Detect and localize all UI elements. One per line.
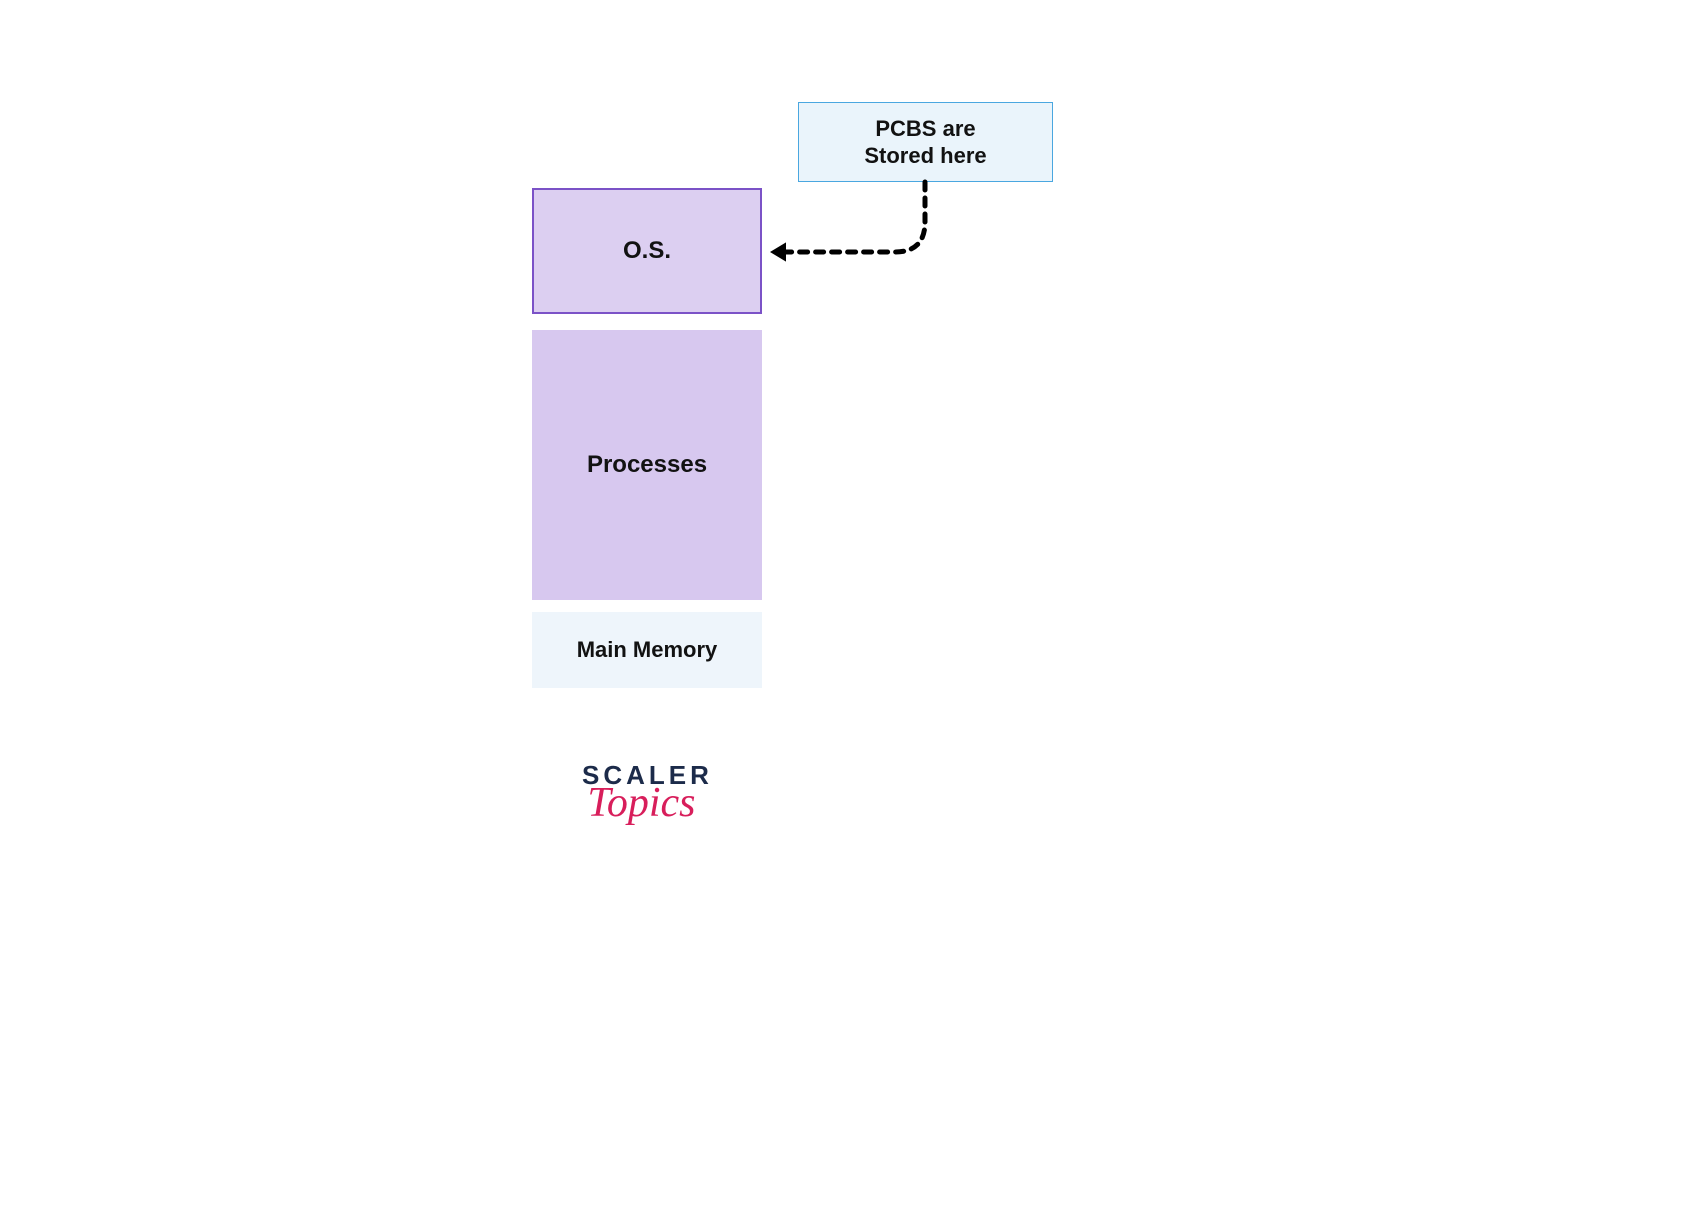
logo-line2: Topics: [570, 779, 713, 827]
scaler-logo: SCALER Topics: [582, 760, 713, 827]
dashed-arrow: [0, 0, 1701, 1209]
